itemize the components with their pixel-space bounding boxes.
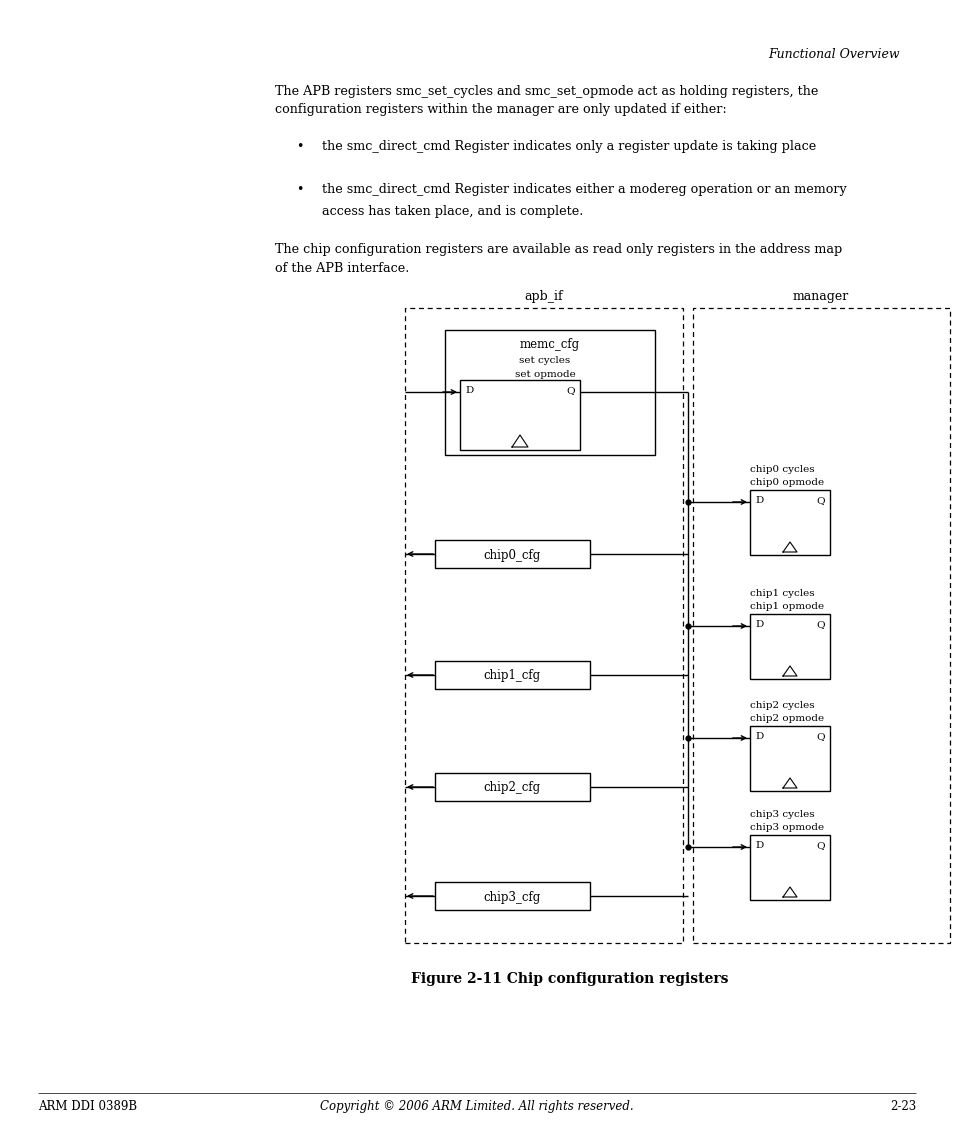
Text: chip0 opmode: chip0 opmode [749, 477, 823, 487]
Text: chip2_cfg: chip2_cfg [483, 782, 540, 795]
Bar [749, 614, 829, 679]
Text: access has taken place, and is complete.: access has taken place, and is complete. [322, 205, 583, 218]
Bar [749, 835, 829, 900]
Text: •: • [295, 140, 303, 153]
Text: memc_cfg: memc_cfg [519, 338, 579, 352]
Text: set opmode: set opmode [514, 370, 575, 379]
Text: chip3 opmode: chip3 opmode [749, 823, 823, 832]
Text: the smc_direct_cmd Register indicates only a register update is taking place: the smc_direct_cmd Register indicates on… [322, 140, 816, 153]
Text: •: • [295, 183, 303, 196]
Text: chip2 cycles: chip2 cycles [749, 701, 814, 710]
Text: D: D [464, 386, 473, 395]
Text: chip0 cycles: chip0 cycles [749, 465, 814, 474]
Text: The chip configuration registers are available as read only registers in the add: The chip configuration registers are ava… [274, 243, 841, 275]
Text: Q: Q [816, 619, 824, 629]
Bar [435, 540, 589, 568]
Text: chip3 cycles: chip3 cycles [749, 810, 814, 819]
Text: chip1 cycles: chip1 cycles [749, 589, 814, 598]
Text: 2-23: 2-23 [889, 1100, 915, 1113]
Text: ARM DDI 0389B: ARM DDI 0389B [38, 1100, 137, 1113]
Bar [692, 308, 949, 943]
Text: D: D [754, 840, 762, 850]
Text: chip1 opmode: chip1 opmode [749, 602, 823, 611]
Text: manager: manager [792, 290, 848, 303]
Bar [749, 726, 829, 791]
Text: The APB registers smc_set_cycles and smc_set_opmode act as holding registers, th: The APB registers smc_set_cycles and smc… [274, 85, 818, 117]
Bar [435, 773, 589, 801]
Text: Functional Overview: Functional Overview [767, 48, 899, 61]
Text: D: D [754, 496, 762, 505]
Text: apb_if: apb_if [524, 290, 562, 303]
Text: D: D [754, 732, 762, 741]
Text: chip1_cfg: chip1_cfg [483, 670, 540, 682]
Text: chip2 opmode: chip2 opmode [749, 714, 823, 722]
Text: Q: Q [816, 732, 824, 741]
Bar [435, 661, 589, 689]
Text: Q: Q [566, 386, 575, 395]
Bar [435, 882, 589, 910]
Text: chip0_cfg: chip0_cfg [483, 548, 540, 561]
Text: the smc_direct_cmd Register indicates either a modereg operation or an memory: the smc_direct_cmd Register indicates ei… [322, 183, 846, 196]
Text: Figure 2-11 Chip configuration registers: Figure 2-11 Chip configuration registers [411, 972, 728, 986]
Text: chip3_cfg: chip3_cfg [483, 891, 540, 903]
Bar [459, 380, 579, 450]
Bar [444, 330, 655, 455]
Text: D: D [754, 619, 762, 629]
Text: Copyright © 2006 ARM Limited. All rights reserved.: Copyright © 2006 ARM Limited. All rights… [320, 1100, 633, 1113]
Text: Q: Q [816, 496, 824, 505]
Text: set cycles: set cycles [518, 356, 570, 365]
Text: Q: Q [816, 840, 824, 850]
Bar [749, 490, 829, 555]
Bar [405, 308, 682, 943]
